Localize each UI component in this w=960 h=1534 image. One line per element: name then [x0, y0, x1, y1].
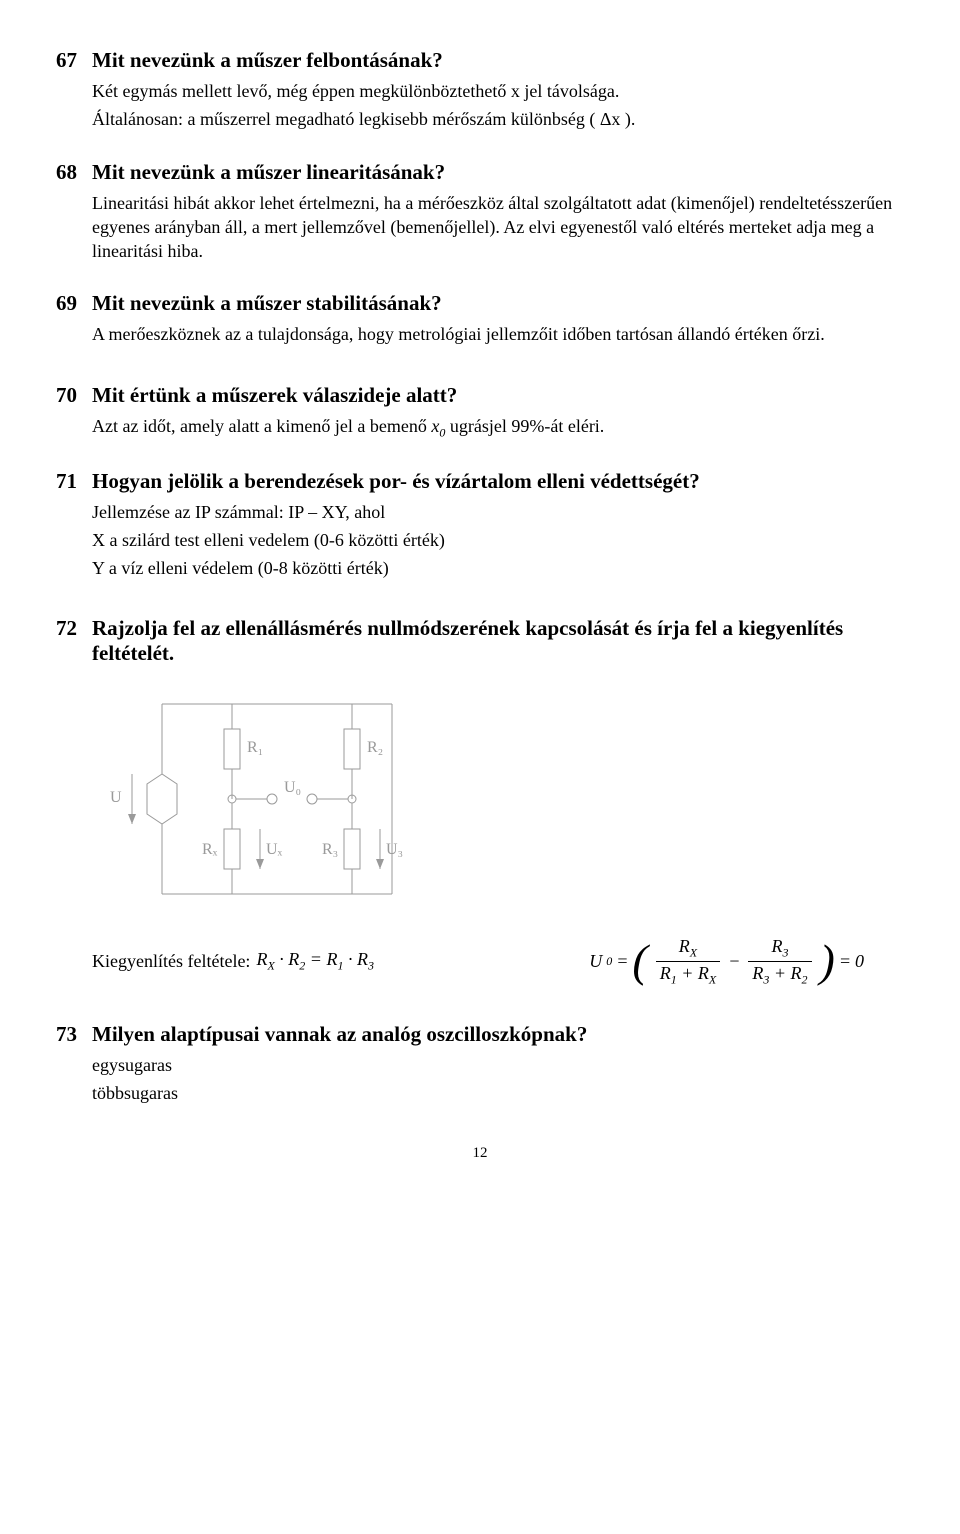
question-title: Mit értünk a műszerek válaszideje alatt? [92, 383, 904, 408]
question-67: 67 Mit nevezünk a műszer felbontásának? … [56, 48, 904, 132]
question-68: 68 Mit nevezünk a műszer linearitásának?… [56, 160, 904, 264]
label-U0: U₀ [284, 779, 301, 796]
question-number: 71 [56, 469, 92, 494]
fraction-2: R3 R3 + R2 [748, 937, 811, 985]
eq-expr: RX · R2 = R1 · R3 [256, 949, 374, 974]
body-line: Általánosan: a műszerrel megadható legki… [92, 107, 904, 131]
label-Ux: Uₓ [266, 841, 283, 858]
body-line: Linearitási hibát akkor lehet értelmezni… [92, 191, 904, 264]
question-body: Azt az időt, amely alatt a kimenő jel a … [92, 414, 904, 441]
question-title: Mit nevezünk a műszer felbontásának? [92, 48, 904, 73]
question-71: 71 Hogyan jelölik a berendezések por- és… [56, 469, 904, 581]
question-header: 72 Rajzolja fel az ellenállásmérés nullm… [56, 616, 904, 666]
equation-left: Kiegyenlítés feltétele: RX · R2 = R1 · R… [92, 949, 374, 974]
body-line: Két egymás mellett levő, még éppen megkü… [92, 79, 904, 103]
text: Azt az időt, amely alatt a kimenő jel a … [92, 416, 431, 436]
question-number: 69 [56, 291, 92, 316]
question-number: 68 [56, 160, 92, 185]
page-number: 12 [56, 1145, 904, 1162]
question-body: Jellemzése az IP számmal: IP – XY, ahol … [92, 500, 904, 581]
question-header: 73 Milyen alaptípusai vannak az analóg o… [56, 1022, 904, 1047]
body-line: többsugaras [92, 1081, 904, 1105]
question-header: 69 Mit nevezünk a műszer stabilitásának? [56, 291, 904, 316]
fraction-1: RX R1 + RX [656, 937, 721, 985]
body-line: egysugaras [92, 1053, 904, 1077]
lparen: ( [632, 943, 647, 980]
question-73: 73 Milyen alaptípusai vannak az analóg o… [56, 1022, 904, 1106]
circuit-svg: U R₁ R₂ U₀ Rₓ Uₓ R₃ U₃ [92, 684, 452, 914]
question-number: 70 [56, 383, 92, 408]
question-header: 68 Mit nevezünk a műszer linearitásának? [56, 160, 904, 185]
question-title: Rajzolja fel az ellenállásmérés nullmóds… [92, 616, 904, 666]
question-number: 72 [56, 616, 92, 641]
question-number: 67 [56, 48, 92, 73]
label-U: U [110, 789, 122, 806]
body-line: X a szilárd test elleni vedelem (0-6 köz… [92, 528, 904, 552]
text: ugrásjel 99%-át eléri. [445, 416, 604, 436]
question-number: 73 [56, 1022, 92, 1047]
question-72: 72 Rajzolja fel az ellenállásmérés nullm… [56, 616, 904, 985]
label-R2: R₂ [367, 739, 383, 756]
question-title: Hogyan jelölik a berendezések por- és ví… [92, 469, 904, 494]
equation-row: Kiegyenlítés feltétele: RX · R2 = R1 · R… [92, 937, 904, 985]
label-Rx: Rₓ [202, 841, 218, 858]
question-header: 71 Hogyan jelölik a berendezések por- és… [56, 469, 904, 494]
body-line: Jellemzése az IP számmal: IP – XY, ahol [92, 500, 904, 524]
question-body: A merőeszköznek az a tulajdonsága, hogy … [92, 322, 904, 346]
question-header: 70 Mit értünk a műszerek válaszideje ala… [56, 383, 904, 408]
question-header: 67 Mit nevezünk a műszer felbontásának? [56, 48, 904, 73]
question-body: egysugaras többsugaras [92, 1053, 904, 1106]
question-title: Mit nevezünk a műszer linearitásának? [92, 160, 904, 185]
body-line: Azt az időt, amely alatt a kimenő jel a … [92, 414, 904, 441]
body-line: A merőeszköznek az a tulajdonsága, hogy … [92, 322, 904, 346]
label-R3: R₃ [322, 841, 338, 858]
question-title: Mit nevezünk a műszer stabilitásának? [92, 291, 904, 316]
question-69: 69 Mit nevezünk a műszer stabilitásának?… [56, 291, 904, 346]
body-line: Y a víz elleni védelem (0-8 közötti érté… [92, 556, 904, 580]
question-70: 70 Mit értünk a műszerek válaszideje ala… [56, 383, 904, 441]
label-U3: U₃ [386, 841, 403, 858]
question-body: Két egymás mellett levő, még éppen megkü… [92, 79, 904, 132]
equation-right: U0 = ( RX R1 + RX − R3 R3 + R2 ) [589, 937, 864, 985]
eq-label: Kiegyenlítés feltétele: [92, 951, 250, 972]
question-title: Milyen alaptípusai vannak az analóg oszc… [92, 1022, 904, 1047]
circuit-diagram: U R₁ R₂ U₀ Rₓ Uₓ R₃ U₃ [92, 684, 904, 919]
rparen: ) [820, 943, 835, 980]
label-R1: R₁ [247, 739, 263, 756]
question-body: Linearitási hibát akkor lehet értelmezni… [92, 191, 904, 264]
